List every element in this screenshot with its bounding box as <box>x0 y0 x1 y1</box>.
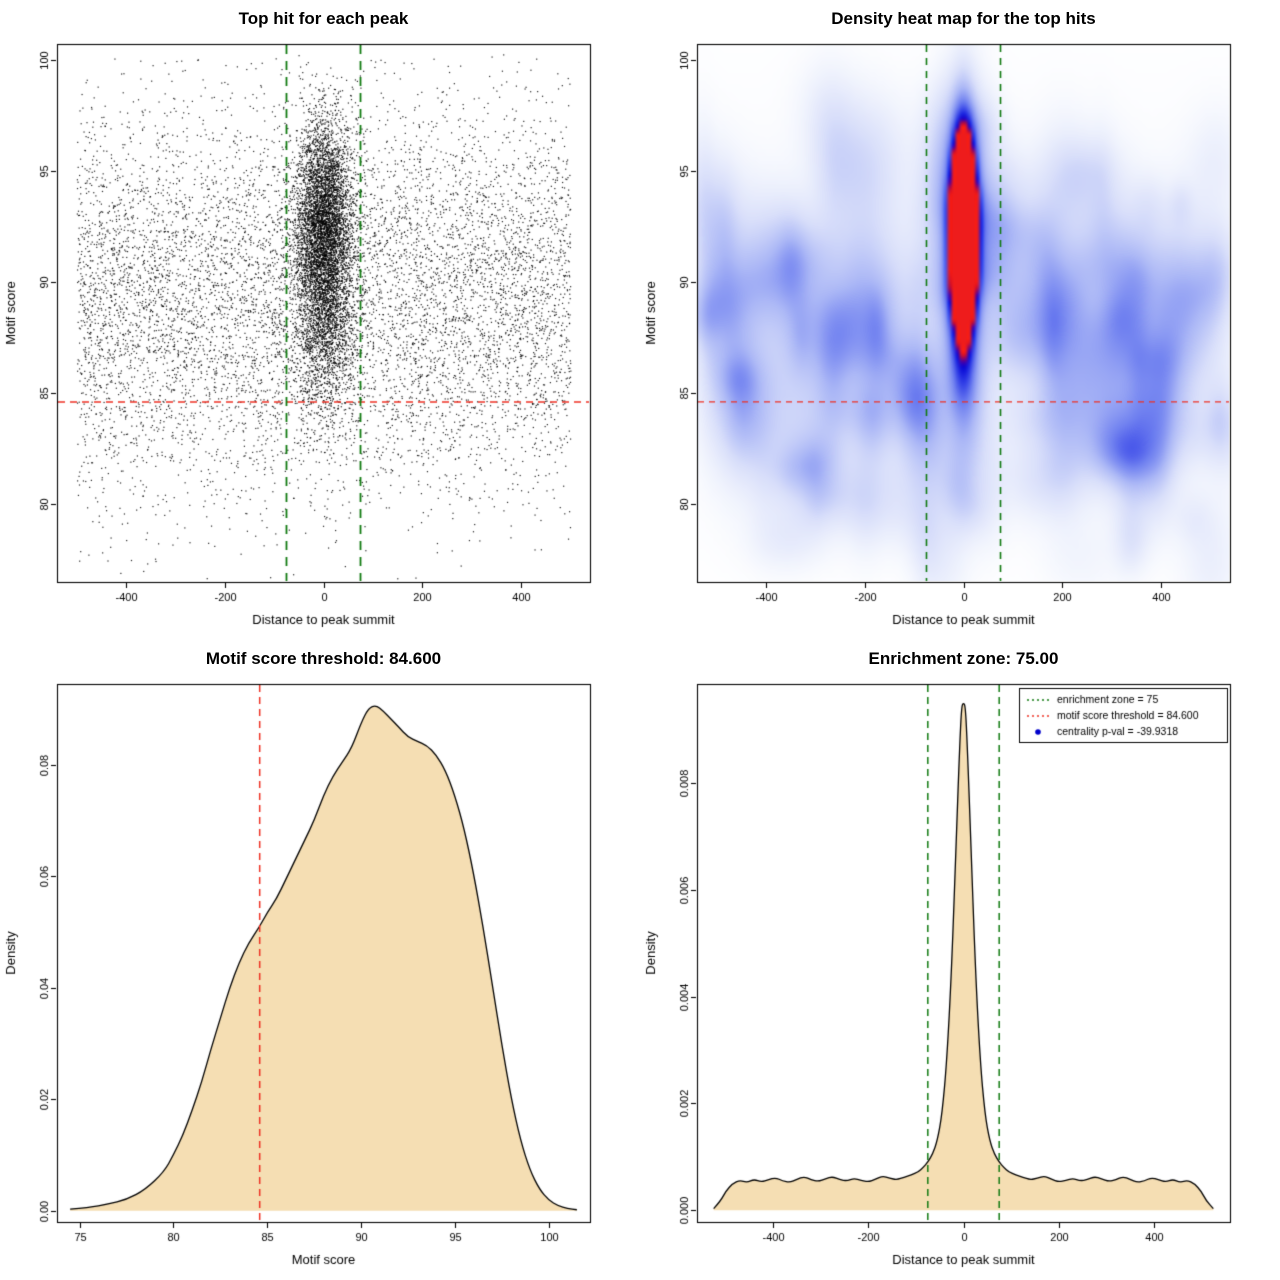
heatmap-title: Density heat map for the top hits <box>831 9 1096 28</box>
distance-density-title: Enrichment zone: 75.00 <box>868 649 1059 668</box>
heatmap-canvas <box>640 34 1280 640</box>
score-density-title: Motif score threshold: 84.600 <box>205 649 442 668</box>
scatter-plot-canvas <box>0 34 640 640</box>
distance-density-canvas <box>640 674 1280 1280</box>
panel-top-hit-scatter: Top hit for each peak <box>0 0 640 640</box>
panel-density-heatmap: Density heat map for the top hits <box>640 0 1280 640</box>
scatter-title: Top hit for each peak <box>238 9 409 28</box>
panel-distance-density: Enrichment zone: 75.00 <box>640 640 1280 1280</box>
panel-score-density: Motif score threshold: 84.600 <box>0 640 640 1280</box>
score-density-canvas <box>0 674 640 1280</box>
